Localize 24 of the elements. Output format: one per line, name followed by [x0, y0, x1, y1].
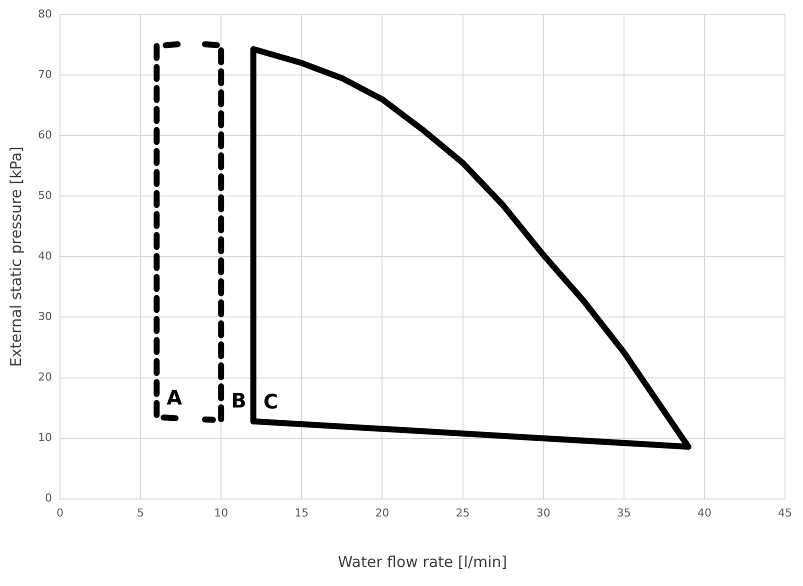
y-tick-label: 30	[38, 310, 52, 324]
x-tick-label: 30	[536, 506, 550, 520]
y-tick-label: 70	[38, 68, 52, 81]
x-axis-title: Water flow rate [l/min]	[338, 552, 508, 571]
x-tick-label: 0	[56, 506, 64, 520]
y-tick-label: 80	[38, 7, 52, 20]
x-tick-label: 25	[456, 506, 470, 520]
y-tick-label: 10	[38, 431, 52, 444]
y-tick-label: 50	[38, 189, 52, 202]
x-tick-label: 10	[214, 506, 228, 520]
y-axis-title: External static pressure [kPa]	[6, 146, 25, 367]
series-label: B	[231, 388, 246, 412]
y-tick-label: 20	[38, 370, 52, 384]
y-tick-label: 40	[38, 250, 52, 263]
x-tick-label: 40	[697, 506, 712, 520]
series-label: C	[263, 390, 278, 414]
y-tick-label: 0	[44, 492, 52, 505]
x-tick-label: 5	[137, 506, 144, 520]
y-tick-label: 60	[38, 128, 52, 142]
x-tick-label: 20	[375, 506, 390, 520]
x-tick-label: 15	[294, 506, 309, 520]
series-label: A	[166, 385, 183, 410]
x-tick-label: 45	[778, 506, 792, 520]
x-tick-label: 35	[616, 506, 631, 520]
